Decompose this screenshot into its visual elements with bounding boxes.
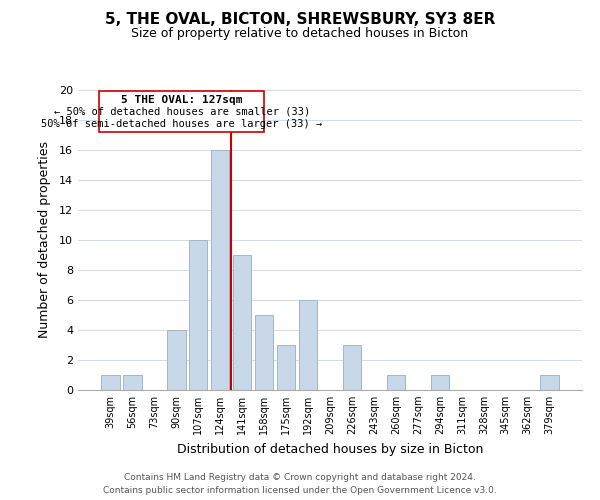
Bar — [255, 315, 274, 390]
FancyBboxPatch shape — [99, 91, 264, 132]
Y-axis label: Number of detached properties: Number of detached properties — [38, 142, 50, 338]
Bar — [167, 330, 185, 390]
Bar — [299, 300, 317, 390]
Bar — [541, 375, 559, 390]
Text: 5, THE OVAL, BICTON, SHREWSBURY, SY3 8ER: 5, THE OVAL, BICTON, SHREWSBURY, SY3 8ER — [105, 12, 495, 28]
Text: Contains HM Land Registry data © Crown copyright and database right 2024.: Contains HM Land Registry data © Crown c… — [124, 474, 476, 482]
Bar — [233, 255, 251, 390]
Bar — [431, 375, 449, 390]
Text: Contains public sector information licensed under the Open Government Licence v3: Contains public sector information licen… — [103, 486, 497, 495]
Bar — [386, 375, 405, 390]
Bar — [211, 150, 229, 390]
Bar — [101, 375, 119, 390]
Text: 5 THE OVAL: 127sqm: 5 THE OVAL: 127sqm — [121, 95, 242, 106]
Bar — [277, 345, 295, 390]
Text: Size of property relative to detached houses in Bicton: Size of property relative to detached ho… — [131, 28, 469, 40]
Bar — [189, 240, 208, 390]
Text: ← 50% of detached houses are smaller (33): ← 50% of detached houses are smaller (33… — [53, 106, 310, 117]
Bar — [343, 345, 361, 390]
Bar — [123, 375, 142, 390]
Text: 50% of semi-detached houses are larger (33) →: 50% of semi-detached houses are larger (… — [41, 118, 322, 128]
X-axis label: Distribution of detached houses by size in Bicton: Distribution of detached houses by size … — [177, 442, 483, 456]
